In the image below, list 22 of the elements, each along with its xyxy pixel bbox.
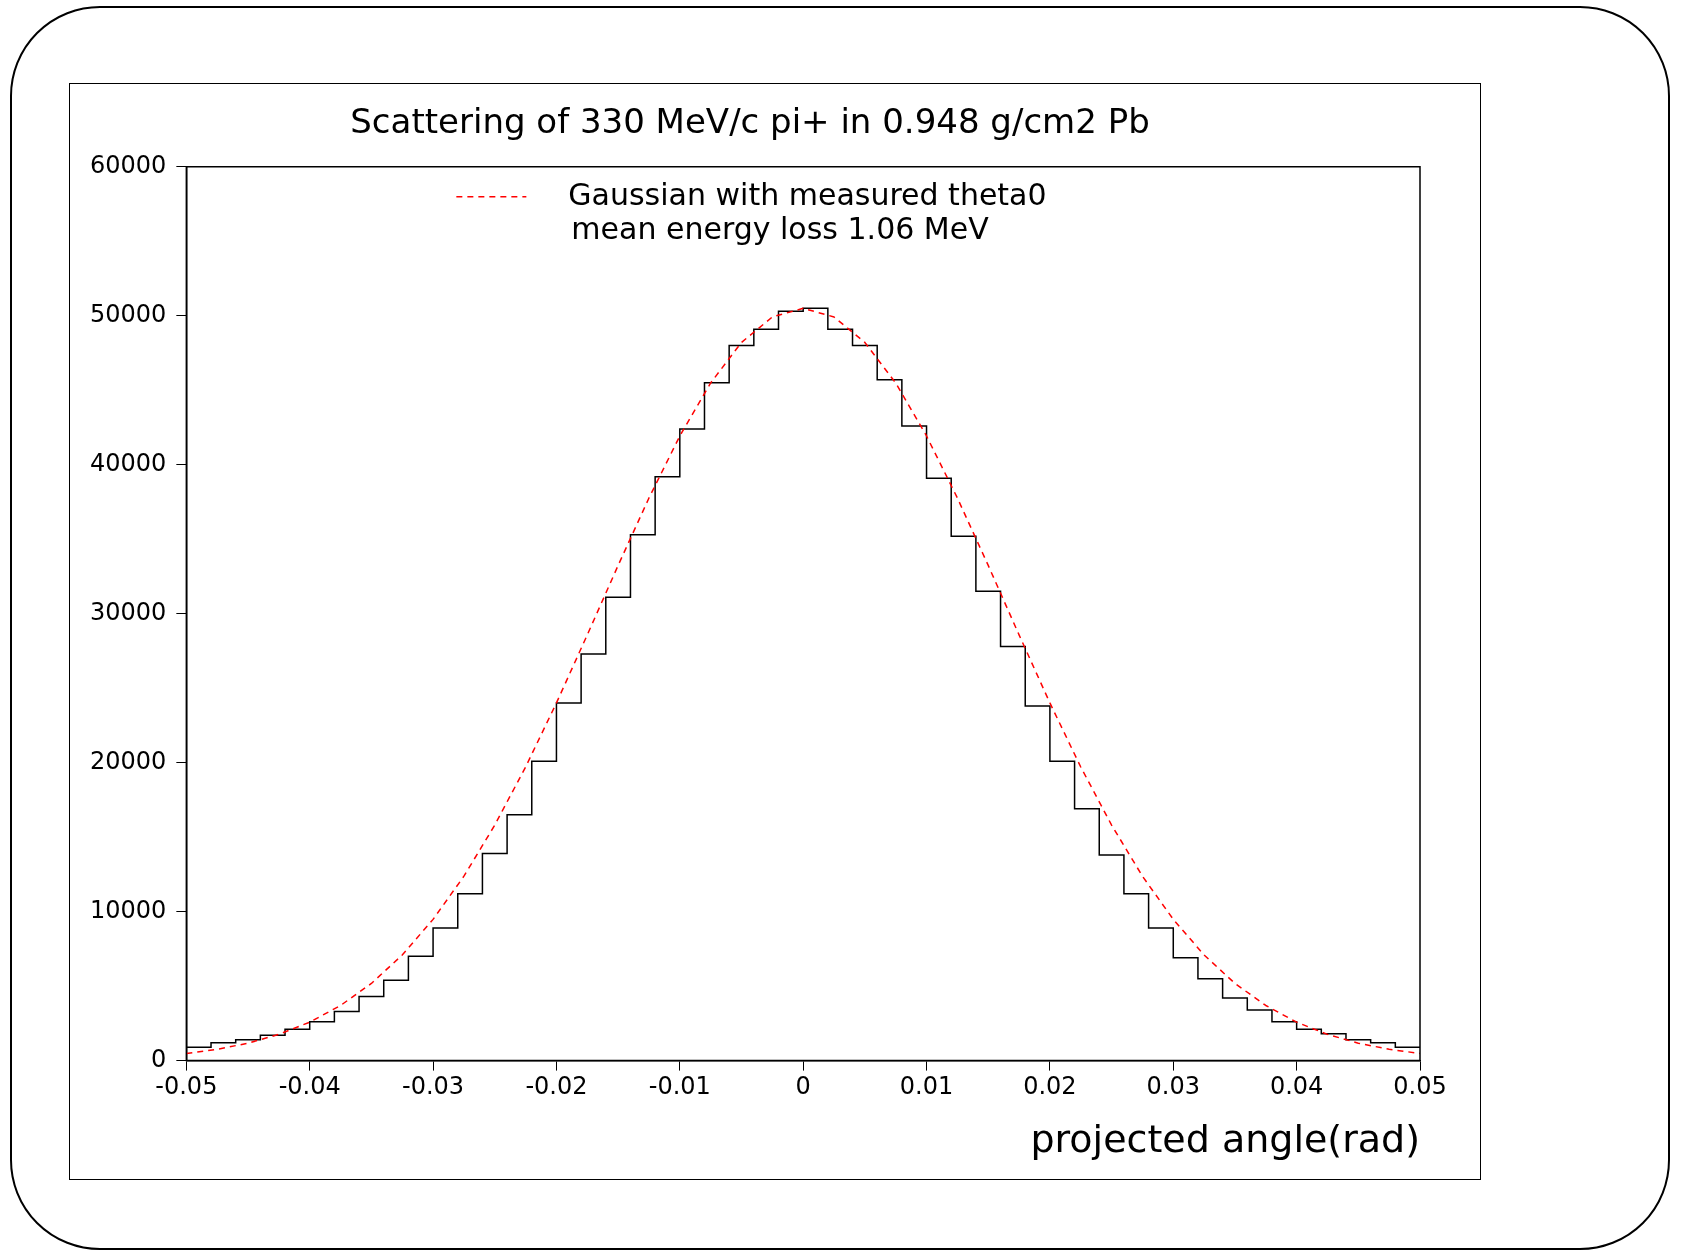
x-tick-label: -0.01 (648, 1072, 711, 1101)
x-tick-label: 0.05 (1393, 1072, 1447, 1101)
y-tick-label: 20000 (89, 746, 167, 775)
y-tick-label: 50000 (89, 300, 167, 328)
x-tick-label: -0.04 (278, 1072, 341, 1101)
y-tick-label: 0 (151, 1044, 167, 1073)
y-tick-label: 10000 (89, 895, 167, 924)
annotation: mean energy loss 1.06 MeV (571, 210, 990, 246)
chart-title: Scattering of 330 MeV/c pi+ in 0.948 g/cm2 Pb (350, 101, 1150, 142)
x-tick-label: -0.02 (525, 1072, 588, 1101)
x-axis-title: projected angle(rad) (1030, 1117, 1420, 1162)
legend-label: Gaussian with measured theta0 (568, 176, 1047, 212)
x-tick-label: 0.04 (1269, 1072, 1324, 1101)
x-tick-label: 0 (795, 1072, 811, 1101)
y-tick-label: 30000 (89, 597, 167, 626)
x-tick-label: -0.05 (155, 1072, 218, 1101)
x-tick-label: -0.03 (402, 1072, 465, 1101)
x-tick-label: 0.03 (1146, 1072, 1200, 1101)
x-tick-label: 0.01 (899, 1072, 954, 1101)
y-tick-label: 40000 (89, 448, 167, 477)
x-tick-label: 0.02 (1023, 1072, 1077, 1101)
y-tick-label: 60000 (89, 151, 167, 180)
